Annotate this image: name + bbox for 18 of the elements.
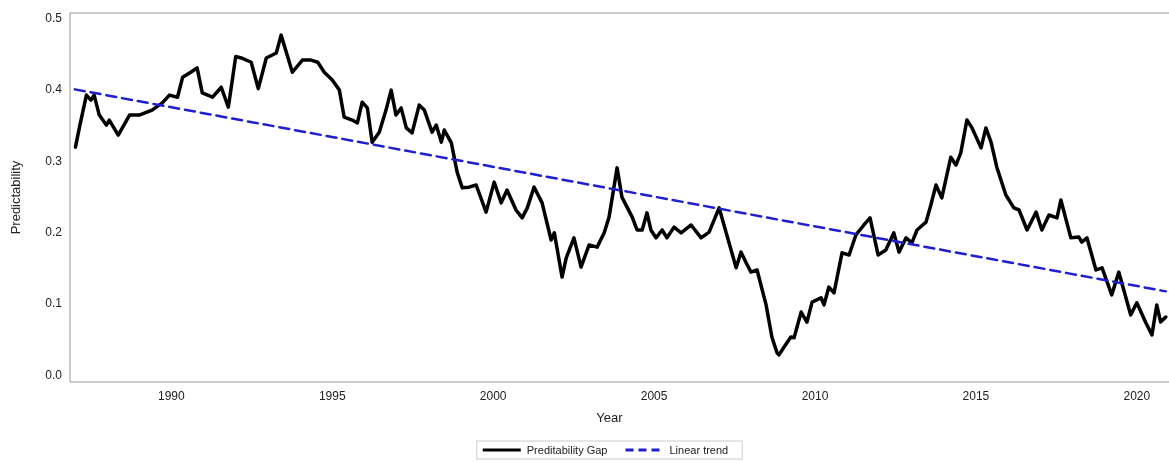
x-axis-title: Year xyxy=(596,410,624,425)
x-tick-label: 2000 xyxy=(479,389,507,403)
y-tick-label: 0.1 xyxy=(45,296,63,311)
y-tick-label: 0.5 xyxy=(45,11,63,25)
x-tick-label: 2005 xyxy=(640,389,668,403)
x-tick-label: 2020 xyxy=(1123,389,1151,403)
y-tick-label: 0.2 xyxy=(45,225,63,240)
line-series xyxy=(73,33,1168,357)
y-axis-title: Predictability xyxy=(8,160,23,235)
legend-label: Linear trend xyxy=(669,444,729,456)
x-tick-label: 2015 xyxy=(962,389,990,403)
x-tick-label: 2010 xyxy=(801,389,829,403)
x-tick-label: 1995 xyxy=(318,389,346,403)
x-tick-label: 1990 xyxy=(158,389,186,403)
y-tick-label: 0.3 xyxy=(45,153,63,168)
y-tick-label: 0.4 xyxy=(45,82,63,97)
legend-label: Preditability Gap xyxy=(526,444,608,456)
y-tick-label: 0.0 xyxy=(45,367,63,382)
